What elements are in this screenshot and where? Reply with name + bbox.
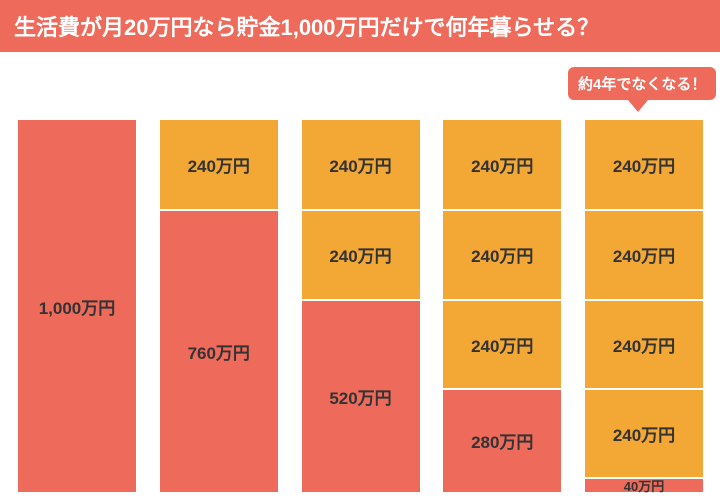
bar-segment: 240万円 <box>585 209 703 298</box>
bar-segment: 240万円 <box>585 388 703 477</box>
segment-label: 240万円 <box>329 152 391 177</box>
savings-stacked-bar-chart: 1,000万円240万円760万円240万円240万円520万円240万円240… <box>18 120 703 492</box>
bar-segment: 240万円 <box>443 299 561 388</box>
bar-segment: 40万円 <box>585 477 703 492</box>
segment-label: 40万円 <box>624 476 664 495</box>
bar-segment: 240万円 <box>302 120 420 209</box>
bar-segment: 240万円 <box>443 209 561 298</box>
segment-label: 240万円 <box>188 152 250 177</box>
bar: 1,000万円 <box>18 120 136 492</box>
bar-segment: 1,000万円 <box>18 120 136 492</box>
callout-bubble: 約4年でなくなる！ <box>568 67 708 112</box>
bar-segment: 240万円 <box>585 120 703 209</box>
bar-segment: 240万円 <box>585 299 703 388</box>
bar: 240万円 760万円 <box>160 120 278 492</box>
segment-label: 520万円 <box>329 384 391 409</box>
segment-label: 240万円 <box>471 152 533 177</box>
bar: 240万円 240万円 240万円 280万円 <box>443 120 561 492</box>
bar-segment: 520万円 <box>302 299 420 492</box>
header-banner: 生活費が月20万円なら貯金1,000万円だけで何年暮らせる？ <box>0 0 720 52</box>
segment-label: 240万円 <box>613 421 675 446</box>
bar-segment: 280万円 <box>443 388 561 492</box>
bar-segment: 240万円 <box>443 120 561 209</box>
segment-label: 280万円 <box>471 428 533 453</box>
segment-label: 240万円 <box>329 242 391 267</box>
segment-label: 1,000万円 <box>39 294 116 319</box>
segment-label: 240万円 <box>471 332 533 357</box>
segment-label: 240万円 <box>613 152 675 177</box>
segment-label: 760万円 <box>188 339 250 364</box>
segment-label: 240万円 <box>613 242 675 267</box>
callout-arrow-icon <box>628 100 648 112</box>
bar: 240万円 240万円 520万円 <box>302 120 420 492</box>
callout-text: 約4年でなくなる！ <box>568 67 716 100</box>
segment-label: 240万円 <box>471 242 533 267</box>
bar: 240万円 240万円 240万円 240万円 40万円 <box>585 120 703 492</box>
bar-segment: 760万円 <box>160 209 278 492</box>
bar-segment: 240万円 <box>160 120 278 209</box>
segment-label: 240万円 <box>613 332 675 357</box>
bar-segment: 240万円 <box>302 209 420 298</box>
header-text: 生活費が月20万円なら貯金1,000万円だけで何年暮らせる？ <box>14 15 599 40</box>
